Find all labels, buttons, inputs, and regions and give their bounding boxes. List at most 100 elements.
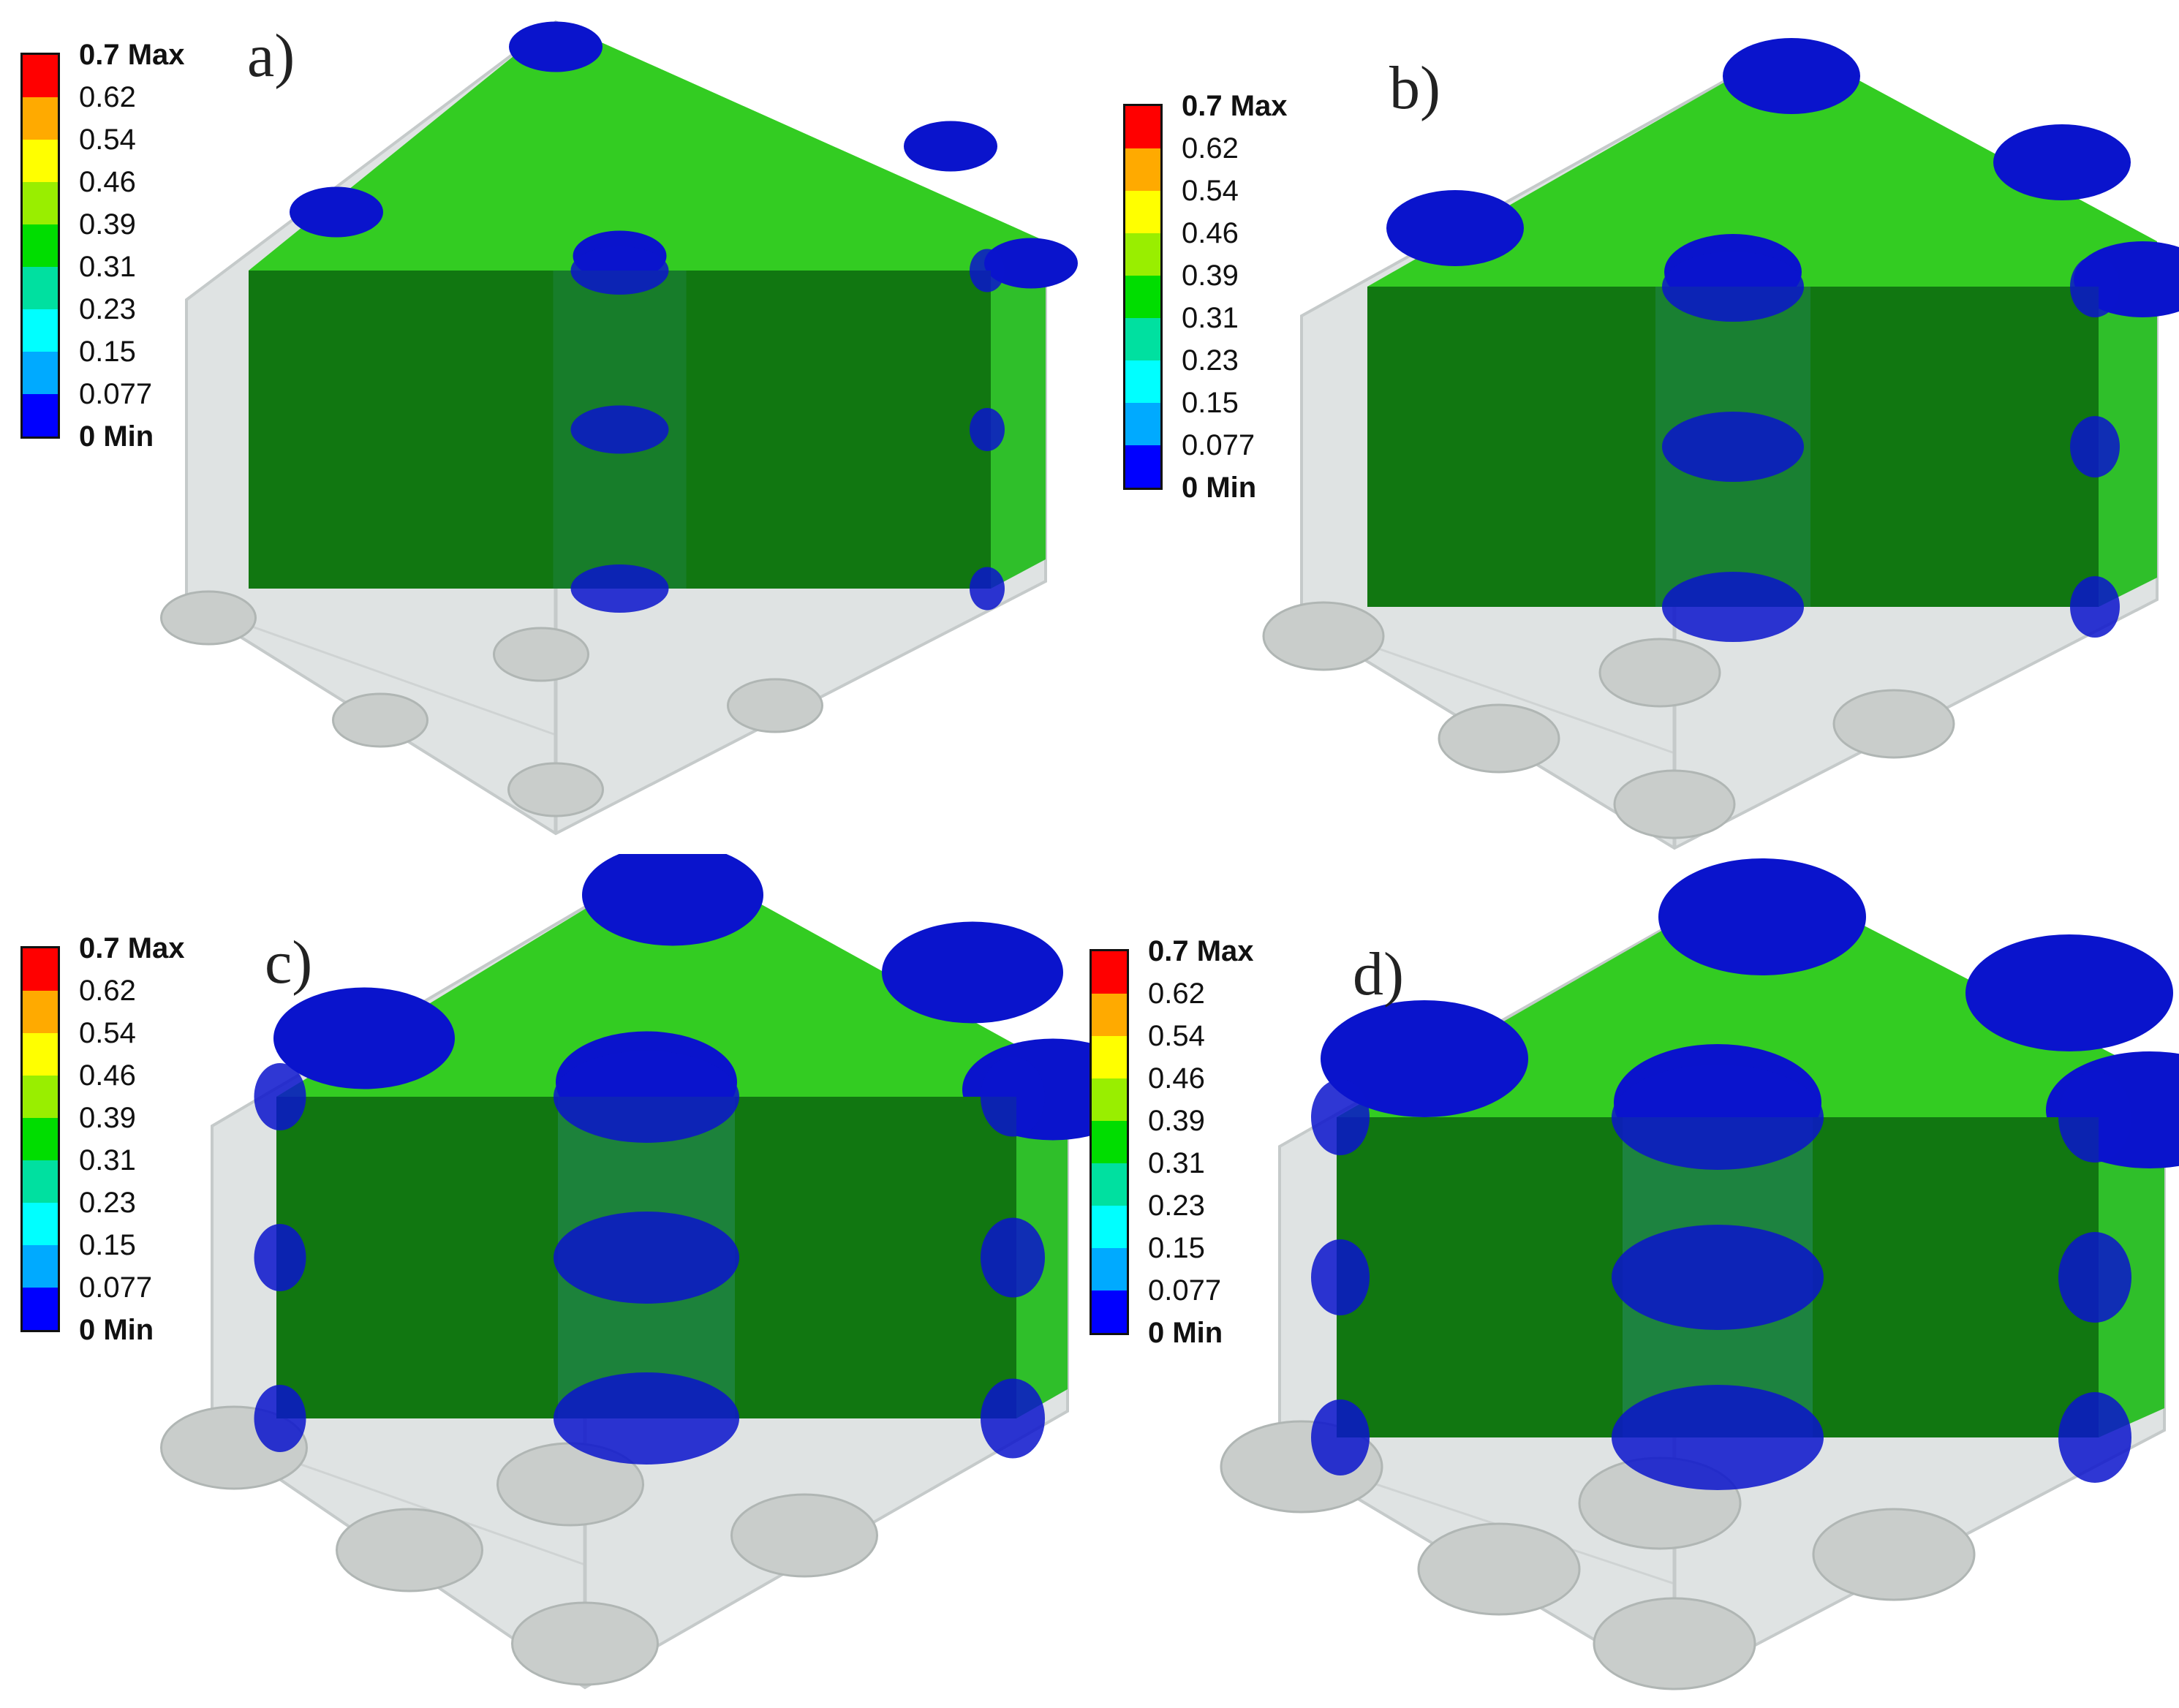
legend-tick-label: 0.62 [79,975,136,1007]
legend-swatch [1125,445,1160,488]
panel-a: 0.7 Max 0.62 0.54 0.46 0.39 0.31 0.23 0.15 0.077… [0,0,1090,854]
legend-tick-label: 0.31 [1182,302,1239,334]
pore [290,186,383,238]
legend-tick-label: 0.15 [79,1229,136,1261]
panel-label: a) [247,22,295,90]
legend-tick-label: 0.23 [1148,1190,1205,1222]
ghost-pore [1598,638,1721,708]
pore [981,1378,1045,1459]
legend-swatch [1125,360,1160,403]
geometry-scene [1220,858,2179,1690]
pore [2058,1232,2131,1323]
pore [254,1385,306,1452]
ghost-pore [1438,703,1560,774]
pore [984,238,1078,289]
legend-swatch [23,1288,58,1330]
legend-swatch [1092,951,1127,994]
pore [1612,1385,1824,1490]
legend-swatch [23,948,58,991]
legend-tick-label: 0.31 [1148,1147,1205,1179]
legend-swatch [1125,106,1160,148]
pore [1662,572,1804,642]
legend-tick-label: 0.7 Max [79,932,185,964]
pore [1311,1239,1370,1315]
pore [2070,416,2120,477]
pore [1311,1079,1370,1155]
legend-swatch [23,309,58,352]
legend-swatch [23,991,58,1033]
pore [254,1224,306,1291]
legend-swatch [1092,1078,1127,1121]
legend-swatch [1092,1163,1127,1206]
side-face [991,241,1046,589]
ghost-pore [1417,1522,1581,1616]
legend-tick-label: 0.54 [1148,1020,1205,1052]
top-face [276,855,1068,1097]
legend-tick-label: 0 Min [1182,472,1257,504]
legend-swatch [1125,276,1160,318]
legend-swatch [1092,1121,1127,1163]
pore [2058,1072,2131,1163]
top-face [1367,44,2157,287]
legend-tick-label: 0.54 [79,1017,136,1049]
legend-swatch [23,1118,58,1160]
pore [1658,858,1866,975]
legend-tick-label: 0.7 Max [1148,935,1254,967]
pore [1723,38,1860,114]
top-face [1337,873,2164,1117]
legend-tick-label: 0.23 [1182,344,1239,377]
ghost-pore [1262,601,1385,671]
legend-tick-label: 0.46 [79,166,136,198]
legend-tick-label: 0.46 [79,1059,136,1092]
legend-tick-label: 0.15 [1182,387,1239,419]
ghost-pore [727,678,823,733]
panel-label: d) [1353,940,1404,1008]
legend-tick-label: 0.54 [79,124,136,156]
pore [254,1063,306,1130]
legend-swatch [1125,148,1160,191]
legend-swatch [23,55,58,97]
ghost-pore [511,1601,659,1686]
ghost-pore [1613,769,1736,839]
legend-swatch [1092,1248,1127,1291]
ghost-pore [336,1508,483,1592]
pore [981,1217,1045,1298]
pore [570,246,669,295]
legend-tick-label: 0 Min [79,420,154,453]
ghost-pore [1832,689,1955,759]
pore [509,21,603,72]
legend-color-bar [20,946,60,1332]
legend-tick-label: 0.077 [1148,1274,1222,1307]
pore [582,854,763,946]
legend-tick-label: 0.7 Max [79,39,185,71]
ghost-pore [1593,1597,1756,1690]
legend-tick-label: 0.39 [79,208,136,241]
legend-tick-label: 0.31 [79,1144,136,1176]
pore [554,1051,739,1143]
panel-b: 0.7 Max 0.62 0.54 0.46 0.39 0.31 0.23 0.15 0.077… [1090,0,2179,854]
pore [1993,124,2131,200]
legend-swatch [23,1076,58,1118]
legend-tick-label: 0.15 [1148,1232,1205,1264]
ghost-pore [493,627,589,682]
legend-swatch [1125,318,1160,360]
legend-swatch [23,224,58,267]
geometry-scene [160,854,1090,1690]
legend-swatch [1092,1036,1127,1078]
pore [273,987,455,1089]
pore [1965,934,2173,1051]
pore [904,121,997,172]
legend-tick-label: 0.39 [1148,1105,1205,1137]
legend-swatch [23,1033,58,1076]
legend-swatch [23,140,58,182]
legend-tick-label: 0.46 [1182,217,1239,249]
legend-tick-label: 0.077 [1182,429,1255,461]
geometry-scene [1262,38,2179,850]
legend-swatch [23,1245,58,1288]
pore [970,408,1005,451]
legend-swatch [1125,191,1160,233]
pore [570,405,669,454]
legend-tick-label: 0.23 [79,293,136,325]
legend-tick-label: 0.62 [1148,978,1205,1010]
pore [554,1212,739,1304]
